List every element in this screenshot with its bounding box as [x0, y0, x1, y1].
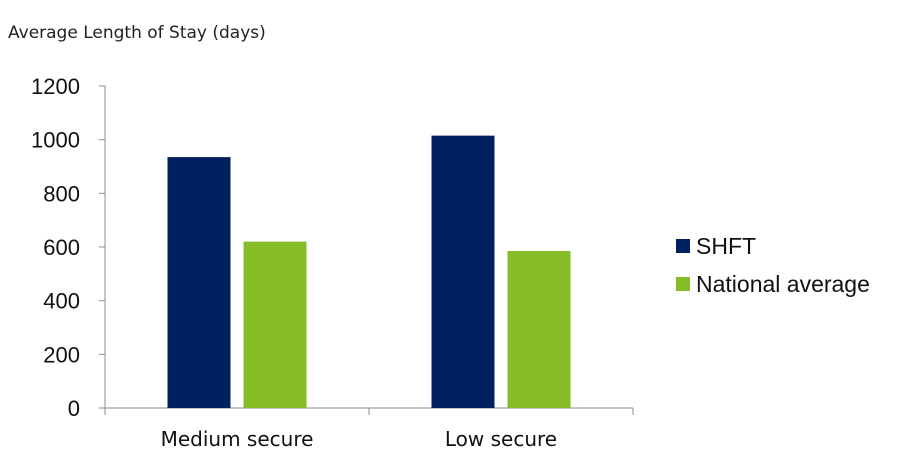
- y-tick-label: 400: [43, 289, 80, 314]
- bar-shft: [431, 135, 495, 408]
- legend-swatch: [676, 277, 690, 291]
- y-tick-label: 200: [43, 342, 80, 367]
- y-tick-label: 0: [68, 396, 80, 421]
- x-category-label: Low secure: [445, 427, 557, 451]
- bars: [167, 135, 571, 408]
- y-tick-label: 600: [43, 235, 80, 260]
- y-tick-label: 1200: [31, 74, 80, 99]
- chart-title: Average Length of Stay (days): [8, 23, 266, 43]
- y-tick-label: 1000: [31, 128, 80, 153]
- legend: SHFT National average: [676, 233, 870, 297]
- x-category-label: Medium secure: [161, 427, 314, 451]
- legend-swatch: [676, 239, 690, 253]
- legend-label: National average: [696, 271, 870, 297]
- bar-national-average: [507, 251, 571, 408]
- bar-national-average: [243, 241, 307, 408]
- y-axis: 0 200 400 600 800 1000 1200: [31, 74, 106, 421]
- bar-shft: [167, 157, 231, 408]
- legend-label: SHFT: [696, 233, 756, 259]
- y-tick-label: 800: [43, 181, 80, 206]
- x-axis: Medium secure Low secure: [104, 407, 634, 451]
